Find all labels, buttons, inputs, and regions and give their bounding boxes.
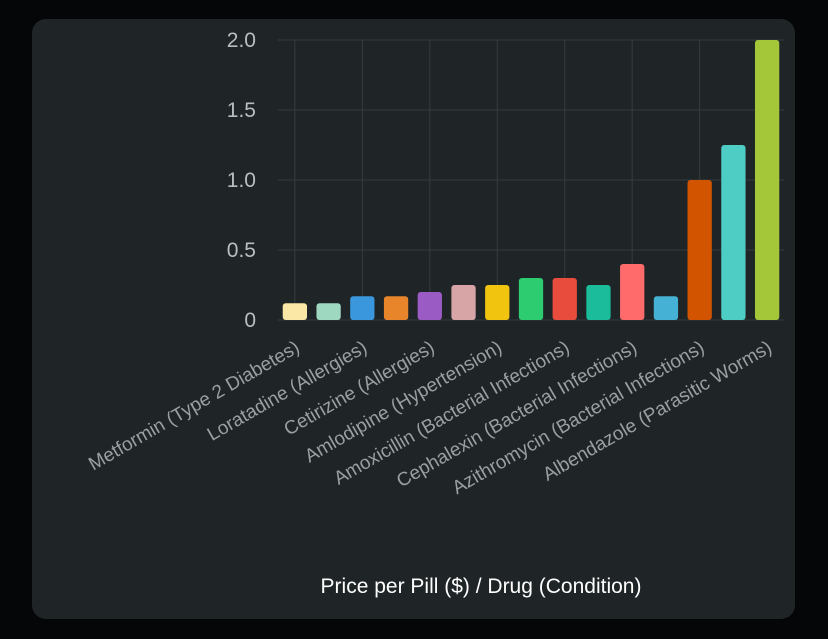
y-tick-label: 2.0 <box>227 29 256 52</box>
bar <box>586 285 611 320</box>
bar <box>552 278 577 320</box>
y-tick-label: 1.5 <box>227 99 256 122</box>
bar <box>485 285 510 320</box>
bar <box>620 264 645 320</box>
bar <box>350 296 375 320</box>
bar <box>316 303 341 320</box>
y-tick-label: 0.5 <box>227 239 256 262</box>
bar <box>754 40 780 320</box>
bars <box>282 40 780 320</box>
bar-chart: 0 0.5 1.0 1.5 2.0 Metformin (Type 2 Diabetes… <box>85 29 784 598</box>
bar <box>417 292 442 320</box>
y-tick-label: 1.0 <box>227 169 256 192</box>
bar <box>518 278 544 320</box>
bar <box>383 296 409 320</box>
bar <box>451 285 476 320</box>
bar <box>687 180 712 320</box>
y-tick-label: 0 <box>244 309 256 332</box>
y-axis: 0 0.5 1.0 1.5 2.0 <box>227 29 256 332</box>
x-axis-label: Price per Pill ($) / Drug (Condition) <box>321 575 642 598</box>
chart-panel: 0 0.5 1.0 1.5 2.0 Metformin (Type 2 Diabetes… <box>32 19 795 619</box>
bar <box>282 303 308 320</box>
bar <box>653 296 679 320</box>
bar <box>721 145 746 320</box>
x-axis: Metformin (Type 2 Diabetes)Loratadine (A… <box>85 337 775 499</box>
